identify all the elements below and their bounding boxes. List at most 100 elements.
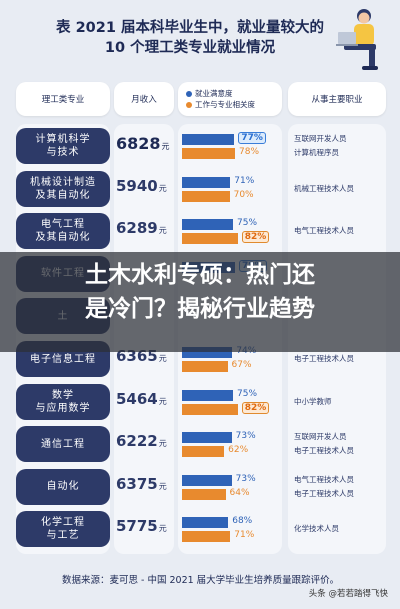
- satisfaction-value: 68%: [232, 516, 253, 527]
- monthly-salary: 6375元: [116, 475, 174, 493]
- major-name: 机械设计制造 及其自动化: [16, 170, 110, 207]
- relevance-value: 78%: [239, 147, 260, 157]
- satisfaction-value: 75%: [237, 218, 258, 229]
- satisfaction-label: 77%: [238, 132, 266, 144]
- major-name: 自动化: [16, 468, 110, 505]
- major-name-line: 机械设计制造: [30, 176, 96, 188]
- relevance-bar: [182, 446, 225, 458]
- satisfaction-bar: [182, 176, 231, 188]
- satisfaction-value: 75%: [237, 388, 258, 399]
- relevance-bar: [182, 148, 236, 159]
- rate-bars: 77% 78%: [182, 132, 292, 162]
- satisfaction-value: 73%: [235, 431, 256, 442]
- relevance-bar: [182, 403, 238, 415]
- satisfaction-bar: [182, 219, 233, 231]
- main-occupation: 互联网开发人员 电子工程技术人员: [294, 430, 386, 458]
- major-name-line: 化学工程: [41, 517, 85, 529]
- header-legend: 就业满意度 工作与专业相关度: [178, 82, 282, 116]
- watermark: 头条 @若若踏得飞快: [308, 589, 388, 599]
- occupation-item: 互联网开发人员: [294, 134, 347, 143]
- table-row: 机械设计制造 及其自动化 5940元 71% 70% 机械工程技术人员: [12, 169, 388, 209]
- satisfaction-label: 75%: [237, 389, 257, 399]
- rate-bars: 71% 70%: [182, 175, 292, 205]
- major-name-line: 电子信息工程: [30, 353, 96, 365]
- relevance-value: 82%: [241, 401, 270, 414]
- salary-value: 6289: [116, 219, 158, 238]
- relevance-label: 62%: [228, 445, 248, 455]
- relevance-label: 71%: [234, 530, 254, 540]
- satisfaction-bar: [182, 517, 229, 529]
- salary-unit: 元: [158, 396, 167, 406]
- table-row: 化学工程 与工艺 5775元 68% 71% 化学技术人员: [12, 509, 388, 549]
- header-major: 理工类专业: [16, 82, 110, 116]
- major-name-line: 与工艺: [46, 530, 80, 542]
- satisfaction-bar: [182, 134, 235, 145]
- relevance-label: 67%: [232, 360, 252, 370]
- salary-value: 5940: [116, 176, 158, 195]
- major-name-line: 电气工程: [41, 219, 85, 231]
- major-name-line: 及其自动化: [35, 232, 91, 244]
- major-name-line: 数学: [52, 389, 74, 401]
- major-name-line: 与应用数学: [35, 402, 91, 414]
- occupation-item: 化学技术人员: [294, 524, 339, 534]
- satisfaction-bar: [182, 347, 233, 358]
- salary-unit: 元: [158, 183, 167, 193]
- salary-unit: 元: [158, 226, 167, 236]
- occupation-item: 互联网开发人员: [294, 432, 347, 442]
- satisfaction-bar: [182, 389, 233, 401]
- relevance-label: 64%: [230, 488, 250, 498]
- relevance-value: 67%: [231, 360, 252, 370]
- monthly-salary: 6222元: [116, 432, 174, 450]
- major-name: 通信工程: [16, 426, 110, 463]
- rate-bars: 73% 62%: [182, 430, 292, 460]
- infographic-title: 表 2021 届本科毕业生中，就业量较大的 10 个理工类专业就业情况: [40, 18, 340, 58]
- main-occupation: 互联网开发人员 计算机程序员: [294, 132, 386, 160]
- satisfaction-bar: [182, 432, 232, 444]
- satisfaction-value: 73%: [235, 473, 256, 484]
- main-occupation: 电气工程技术人员 电子工程技术人员: [294, 473, 386, 501]
- major-name-line: 通信工程: [41, 438, 85, 450]
- satisfaction-value: 71%: [234, 175, 255, 186]
- table-header: 理工类专业 月收入 就业满意度 工作与专业相关度 从事主要职业: [12, 82, 388, 122]
- relevance-value: 64%: [229, 487, 250, 498]
- title-line-1: 表 2021 届本科毕业生中，就业量较大的: [56, 20, 324, 36]
- salary-value: 6375: [116, 474, 158, 493]
- relevance-bar: [182, 190, 230, 202]
- occupation-item: 电子工程技术人员: [294, 446, 354, 456]
- major-name: 电气工程 及其自动化: [16, 213, 110, 250]
- relevance-label: 82%: [241, 401, 270, 414]
- satisfaction-label: 73%: [236, 474, 256, 484]
- legend-satisfaction-dot: [186, 90, 192, 97]
- monthly-salary: 5775元: [116, 517, 174, 535]
- major-name-line: 自动化: [46, 481, 80, 493]
- rate-bars: 73% 64%: [182, 473, 292, 503]
- major-name: 计算机科学 与技术: [16, 128, 110, 164]
- person-laptop-illustration: [336, 9, 378, 70]
- salary-unit: 元: [158, 354, 167, 363]
- major-name-line: 与技术: [46, 147, 80, 158]
- occupation-item: 电气工程技术人员: [294, 474, 354, 484]
- salary-value: 5464: [116, 389, 158, 408]
- monthly-salary: 5940元: [116, 177, 174, 195]
- headline-line-1: 土木水利专硕：热门还: [85, 262, 315, 288]
- satisfaction-value: 77%: [238, 132, 266, 144]
- major-name: 化学工程 与工艺: [16, 511, 110, 548]
- relevance-value: 82%: [241, 231, 270, 244]
- table-row: 通信工程 6222元 73% 62% 互联网开发人员 电子工程技术人员: [12, 424, 388, 464]
- relevance-value: 71%: [234, 530, 255, 541]
- salary-unit: 元: [158, 481, 167, 491]
- relevance-label: 82%: [241, 231, 270, 244]
- title-line-2: 10 个理工类专业就业情况: [104, 40, 276, 56]
- relevance-bar: [182, 531, 231, 543]
- salary-value: 6828: [116, 134, 161, 153]
- main-occupation: 电子工程技术人员: [294, 352, 386, 366]
- data-source: 数据来源：麦可思 - 中国 2021 届大学毕业生培养质量跟踪评价。: [62, 575, 340, 586]
- salary-unit: 元: [158, 439, 167, 449]
- legend-relevance: 工作与专业相关度: [186, 99, 255, 110]
- rate-bars: 68% 71%: [182, 515, 292, 545]
- table-row: 自动化 6375元 73% 64% 电气工程技术人员 电子工程技术人员: [12, 467, 388, 507]
- table-row: 电气工程 及其自动化 6289元 75% 82% 电气工程技术人员: [12, 211, 388, 251]
- relevance-bar: [182, 488, 226, 500]
- headline-overlay: [0, 252, 400, 352]
